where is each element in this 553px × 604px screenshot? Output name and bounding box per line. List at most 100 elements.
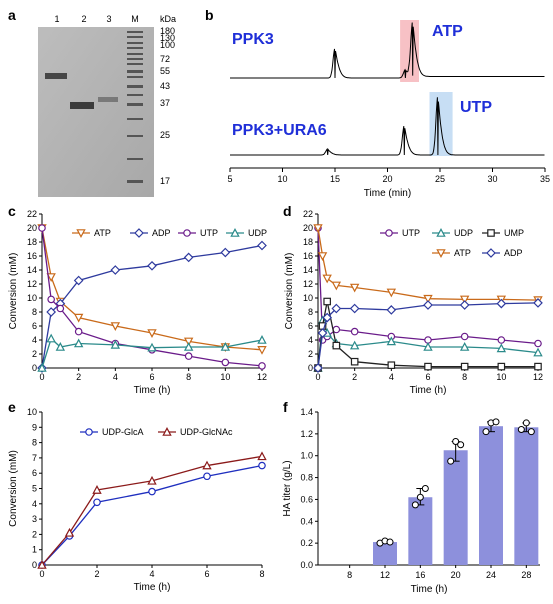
legend-marker [486, 248, 496, 258]
y-tick-label: 8 [308, 307, 313, 317]
gel-marker-ladder [127, 31, 143, 183]
gel-marker-label: 25 [160, 130, 170, 140]
data-point-udp [183, 342, 194, 351]
legend-marker [183, 229, 191, 237]
legend-marker [85, 428, 93, 436]
legend-label: UTP [200, 228, 218, 238]
y-tick-label: 1 [32, 545, 37, 555]
y-tick-label: 2 [32, 349, 37, 359]
data-point-udp [110, 339, 121, 349]
data-point-utp [74, 327, 83, 336]
y-tick-label: 1.0 [300, 451, 313, 461]
y-tick-label: 0 [308, 363, 313, 373]
y-tick-label: 16 [27, 251, 37, 261]
y-tick-label: 7 [32, 453, 37, 463]
replicate-point [527, 428, 535, 436]
x-tick-label: 24 [486, 570, 496, 580]
x-tick-label: 35 [540, 174, 550, 184]
x-tick-label: 28 [521, 570, 531, 580]
data-point-adp [147, 260, 157, 271]
replicate-point [421, 485, 429, 492]
data-point-udp [423, 342, 433, 351]
y-tick-label: 0.6 [300, 494, 313, 504]
x-tick-label: 30 [487, 174, 497, 184]
y-tick-label: 0 [32, 560, 37, 570]
data-point-adp [73, 275, 84, 286]
legend-marker [385, 229, 393, 237]
replicate-point [482, 428, 490, 436]
data-point-udp [46, 333, 56, 343]
x-tick-label: 20 [451, 570, 461, 580]
y-axis-label: Conversion (mM) [8, 253, 19, 330]
data-point-udp [73, 338, 84, 348]
data-point-adp [313, 363, 323, 373]
y-tick-label: 14 [27, 265, 37, 275]
data-point-utp [47, 295, 55, 304]
data-point-udp-glcnac [64, 527, 75, 537]
bar-28 [514, 427, 539, 565]
y-tick-label: 20 [303, 223, 313, 233]
series-line-udp-glca [41, 464, 263, 566]
data-point-atp [73, 313, 84, 323]
y-tick-label: 3 [32, 514, 37, 524]
data-point-adp [386, 305, 397, 315]
gel-lane-label: 3 [106, 14, 111, 24]
data-point-udp [55, 342, 66, 351]
data-point-ump [387, 361, 396, 370]
trace-name-ppk3: PPK3 [232, 31, 274, 48]
x-tick-label: 15 [330, 174, 340, 184]
gel-marker-label: 43 [160, 81, 170, 91]
gel-marker-label: 100 [160, 40, 175, 50]
data-point-atp [386, 288, 397, 298]
x-tick-label: 10 [277, 174, 287, 184]
x-tick-label: 20 [382, 174, 392, 184]
chromatogram-trace-1 [230, 97, 545, 156]
replicate-point [522, 419, 530, 427]
replicate-point [447, 457, 455, 465]
y-tick-label: 10 [303, 293, 313, 303]
gel-band-lane3 [98, 97, 118, 102]
data-point-adp [349, 303, 360, 314]
gel-unit-label: kDa [160, 14, 176, 24]
y-tick-label: 12 [303, 279, 313, 289]
gel-lane-label: M [131, 14, 139, 24]
peak-label-utp: UTP [460, 99, 492, 116]
replicate-point [416, 493, 424, 501]
replicate-point [517, 425, 525, 433]
legend-label: ATP [454, 248, 471, 258]
data-point-atp [423, 294, 433, 304]
panel-label-e: e [8, 399, 16, 415]
legend-label: UMP [504, 228, 524, 238]
data-point-udp [386, 336, 397, 346]
conversion-plot-d: 0 2 4 6 8 10 12 0 2 4 6 8 10 12 14 16 18 20 22 Time (h) Conv… [284, 209, 543, 396]
conversion-plot-c: 0 2 4 6 8 10 12 0 2 4 6 8 10 12 14 16 18 20 22 Time (h) Conv… [8, 209, 267, 396]
bar-24 [479, 426, 503, 565]
y-tick-label: 8 [32, 307, 37, 317]
x-tick-label: 8 [186, 372, 191, 382]
data-point-atp [331, 281, 342, 291]
y-tick-label: 2 [32, 529, 37, 539]
data-point-utp [258, 362, 266, 370]
x-tick-label: 6 [425, 372, 430, 382]
y-tick-label: 4 [32, 335, 37, 345]
x-tick-label: 0 [315, 372, 320, 382]
y-tick-label: 22 [303, 209, 313, 219]
gel-image: 1 2 3 M kDa 180 130 100 72 55 43 37 25 1… [38, 14, 176, 197]
gel-marker-label: 180 [160, 26, 175, 36]
x-axis-label: Time (min) [364, 188, 411, 199]
x-tick-label: 4 [149, 569, 154, 579]
data-point-adp [257, 240, 267, 251]
data-point-utp [460, 332, 469, 341]
data-point-adp [220, 247, 231, 258]
x-axis-label: Time (h) [410, 385, 447, 396]
legend-marker [436, 249, 446, 258]
ha-titer-bar-chart: 0.0 0.2 0.4 0.6 0.8 1.0 1.2 1.4 8 12 16 20 24 28 Time … [282, 407, 540, 595]
x-tick-label: 5 [227, 174, 232, 184]
replicate-point [386, 538, 394, 546]
data-point-ump [350, 357, 359, 366]
series-line-udp-glcnac [41, 455, 263, 566]
data-point-atp [322, 274, 332, 284]
data-point-adp [183, 252, 194, 263]
series-line-ump [317, 301, 538, 369]
y-axis-label: Conversion (mM) [284, 253, 295, 330]
